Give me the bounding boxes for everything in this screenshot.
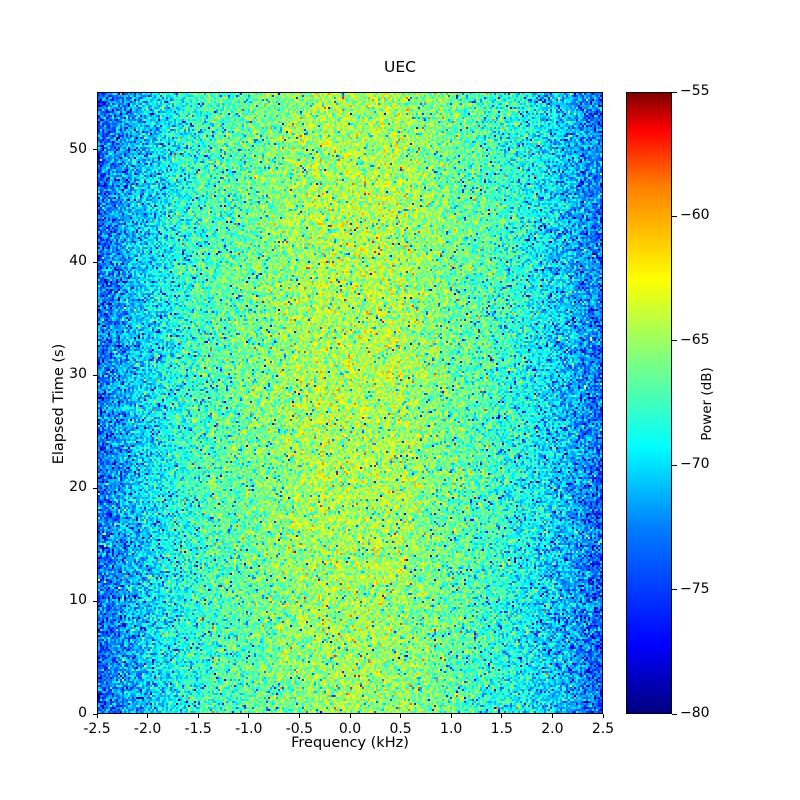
colorbar-tick-mark: [672, 713, 677, 715]
spectrogram-plot-area: [97, 92, 603, 714]
x-tick-label: -1.0: [235, 721, 263, 737]
x-tick-label: 1.0: [440, 721, 463, 737]
colorbar-tick-label: −70: [680, 456, 710, 473]
x-tick-mark: [501, 714, 503, 718]
title-line-station: UEC: [384, 58, 416, 76]
y-tick-label: 40: [69, 253, 87, 270]
x-tick-label: -2.5: [83, 721, 111, 737]
colorbar-tick-label: −65: [680, 331, 710, 348]
y-tick-mark: [93, 600, 97, 602]
x-tick-mark: [400, 714, 402, 718]
x-tick-label: 1.5: [490, 721, 513, 737]
colorbar-tick-mark: [672, 215, 677, 217]
y-tick-mark: [93, 261, 97, 263]
colorbar-label: Power (dB): [699, 367, 715, 441]
x-tick-label: -0.5: [285, 721, 314, 737]
colorbar-tick-label: −80: [680, 705, 710, 721]
y-axis-label: Elapsed Time (s): [51, 343, 67, 465]
y-tick-mark: [93, 487, 97, 489]
colorbar-tick-mark: [672, 340, 677, 342]
colorbar-tick-mark: [672, 91, 677, 93]
power-colorbar: [626, 92, 672, 714]
spectrogram-image: [98, 93, 602, 713]
y-tick-label: 10: [69, 592, 87, 609]
y-tick-label: 30: [69, 366, 87, 383]
colorbar-tick-mark: [672, 589, 677, 591]
x-tick-mark: [602, 714, 604, 718]
y-tick-label: 20: [69, 479, 87, 496]
x-tick-mark: [96, 714, 98, 718]
x-tick-label: 2.5: [591, 721, 615, 737]
colorbar-tick-label: −60: [680, 207, 710, 224]
x-tick-label: 0.0: [338, 721, 362, 737]
y-tick-label: 50: [69, 140, 87, 157]
colorbar-tick-label: −55: [680, 83, 710, 99]
x-tick-mark: [551, 714, 553, 718]
x-axis-label: Frequency (kHz): [291, 735, 409, 751]
x-tick-mark: [298, 714, 300, 718]
y-tick-mark: [93, 149, 97, 151]
y-tick-mark: [93, 374, 97, 376]
x-tick-label: 2.0: [541, 721, 564, 737]
x-tick-label: -2.0: [133, 721, 162, 737]
y-tick-mark: [93, 713, 97, 715]
x-tick-label: 0.5: [389, 721, 412, 737]
colorbar-tick-label: −75: [680, 580, 710, 597]
x-tick-mark: [197, 714, 199, 718]
colorbar-tick-mark: [672, 464, 677, 466]
x-tick-mark: [349, 714, 351, 718]
x-tick-mark: [450, 714, 452, 718]
x-tick-mark: [147, 714, 149, 718]
y-tick-label: 0: [78, 705, 87, 721]
x-tick-label: -1.5: [184, 721, 212, 737]
x-tick-mark: [248, 714, 250, 718]
